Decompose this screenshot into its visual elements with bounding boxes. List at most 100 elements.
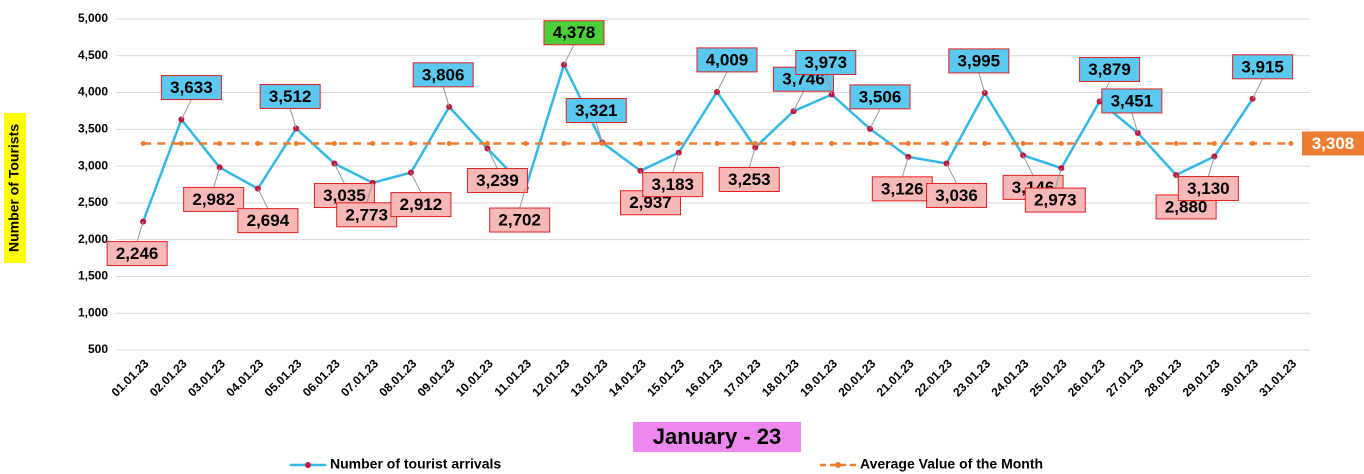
y-axis-label: Number of Tourists (6, 124, 22, 252)
marker (752, 140, 758, 146)
leader-line (257, 188, 269, 209)
label-bg (1024, 187, 1086, 213)
x-tick-label: 20.01.23 (835, 356, 878, 399)
leader-line (716, 71, 728, 93)
marker (829, 140, 835, 146)
leader-line (1131, 112, 1139, 134)
y-tick-label: 3,500 (78, 122, 108, 136)
marker (178, 140, 184, 146)
y-tick-label: 1,000 (78, 305, 108, 319)
data-label: 3,183 (651, 175, 694, 194)
leader-line (793, 91, 804, 112)
y-tick-label: 500 (88, 342, 108, 356)
marker (676, 140, 682, 146)
label-bg (1177, 176, 1239, 202)
data-label: 2,694 (247, 211, 290, 230)
leader-line (901, 156, 909, 177)
data-label: 2,912 (400, 195, 443, 214)
leader-line (946, 163, 957, 184)
legend-marker (305, 462, 311, 468)
leader-line (748, 147, 756, 168)
series-line (141, 61, 1254, 223)
data-label: 3,806 (422, 65, 465, 84)
marker (408, 140, 414, 146)
data-label: 3,036 (935, 186, 978, 205)
marker (446, 140, 452, 146)
data-label: 2,246 (116, 244, 159, 263)
marker (791, 140, 797, 146)
leader-line (289, 108, 297, 129)
x-tick-label: 22.01.23 (912, 356, 955, 399)
label-bg (259, 83, 321, 109)
x-tick-label: 26.01.23 (1065, 356, 1108, 399)
legend-label: Number of tourist arrivals (330, 456, 501, 472)
label-bg (1079, 56, 1141, 82)
marker (1020, 152, 1027, 159)
marker (293, 140, 299, 146)
marker (1173, 140, 1179, 146)
x-tick-label: 19.01.23 (797, 356, 840, 399)
data-label: 2,702 (498, 211, 541, 230)
x-tick-label: 11.01.23 (492, 356, 535, 399)
data-label: 4,009 (706, 50, 749, 69)
x-tick-label: 18.01.23 (759, 356, 802, 399)
label-bg (795, 50, 857, 76)
avg-label: 3,308 (1312, 134, 1355, 153)
leader-line (1207, 156, 1215, 177)
leader-line (672, 152, 680, 173)
marker (1097, 140, 1103, 146)
y-tick-label: 2,000 (78, 232, 108, 246)
leader-line (978, 72, 986, 94)
x-tick-label: 16.01.23 (682, 356, 725, 399)
y-tick-label: 5,000 (78, 11, 108, 25)
x-tick-label: 23.01.23 (950, 356, 993, 399)
label-bg (1101, 88, 1163, 114)
x-tick-label: 28.01.23 (1142, 356, 1185, 399)
x-tick-label: 07.01.23 (338, 356, 381, 399)
y-label-bg (4, 113, 26, 263)
leader-line (869, 108, 881, 130)
leader-line (595, 122, 603, 143)
marker (944, 140, 950, 146)
x-tick-label: 15.01.23 (644, 356, 687, 399)
data-label: 3,126 (881, 179, 924, 198)
marker (1250, 140, 1256, 146)
label-bg (642, 172, 704, 198)
x-tick-label: 24.01.23 (988, 356, 1031, 399)
label-bg (106, 241, 168, 267)
x-tick-label: 10.01.23 (453, 356, 496, 399)
leader-line (1022, 155, 1034, 176)
y-tick-label: 1,500 (78, 269, 108, 283)
legend-label: Average Value of the Month (860, 456, 1043, 472)
data-label: 3,239 (476, 171, 519, 190)
label-bg (565, 97, 627, 123)
marker (140, 140, 146, 146)
leader-line (825, 74, 833, 95)
marker (484, 140, 490, 146)
label-bg (390, 192, 452, 218)
label-bg (948, 48, 1010, 74)
leader-line (487, 148, 498, 169)
x-tick-label: 13.01.23 (568, 356, 611, 399)
x-tick-label: 03.01.23 (185, 356, 228, 399)
legend-marker (835, 462, 841, 468)
data-label: 3,879 (1088, 60, 1131, 79)
data-label: 2,880 (1165, 197, 1208, 216)
x-tick-label: 04.01.23 (223, 356, 266, 399)
x-tick-label: 25.01.23 (1027, 356, 1070, 399)
leader-line (1054, 167, 1062, 189)
y-tick-label: 4,000 (78, 85, 108, 99)
data-label: 3,130 (1187, 179, 1230, 198)
label-bg (718, 167, 780, 193)
data-label: 3,973 (805, 53, 848, 72)
x-tick-label: 31.01.23 (1256, 356, 1299, 399)
y-tick-label: 3,000 (78, 158, 108, 172)
leader-line (563, 44, 575, 65)
label-bg (466, 168, 528, 194)
leader-line (180, 99, 192, 120)
x-tick-label: 01.01.23 (109, 356, 152, 399)
marker (1211, 140, 1217, 146)
marker (1135, 140, 1141, 146)
marker (905, 140, 911, 146)
